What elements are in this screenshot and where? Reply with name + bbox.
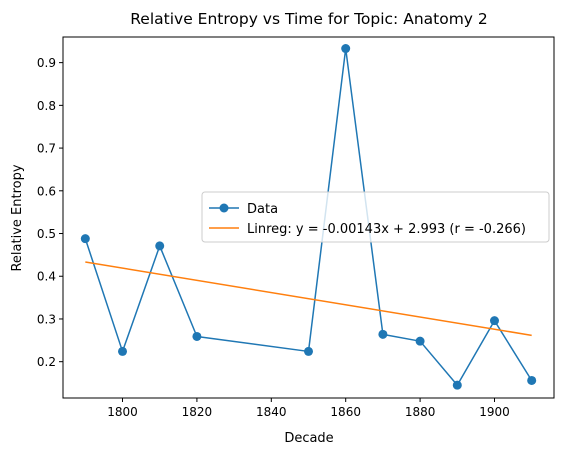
y-axis-label: Relative Entropy: [10, 164, 25, 271]
data-point: [527, 375, 537, 385]
y-tick-label: 0.2: [37, 355, 56, 369]
x-axis-label: Decade: [284, 431, 333, 446]
y-tick-label: 0.3: [37, 312, 56, 326]
x-tick-label: 1880: [405, 405, 436, 419]
y-tick-label: 0.4: [37, 270, 56, 284]
legend-box: [201, 191, 550, 243]
x-tick-label: 1900: [479, 405, 510, 419]
data-point: [80, 234, 90, 244]
legend-data-label: Data: [247, 202, 278, 217]
legend: Data Linreg: y = -0.00143x + 2.993 (r = …: [201, 191, 550, 243]
legend-linreg-label: Linreg: y = -0.00143x + 2.993 (r = -0.26…: [247, 222, 526, 237]
data-point: [452, 380, 462, 390]
y-axis-ticks: 0.2 0.3 0.4 0.5 0.6 0.7 0.8 0.9: [37, 56, 63, 369]
x-tick-label: 1800: [107, 405, 138, 419]
y-tick-label: 0.5: [37, 227, 56, 241]
y-tick-label: 0.7: [37, 142, 56, 156]
x-axis-ticks: 1800 1820 1840 1860 1880 1900: [107, 398, 510, 419]
legend-data-marker: [219, 203, 229, 213]
data-point: [341, 44, 351, 54]
chart-title: Relative Entropy vs Time for Topic: Anat…: [130, 10, 488, 28]
x-tick-label: 1860: [330, 405, 361, 419]
data-point: [118, 346, 128, 356]
y-tick-label: 0.8: [37, 99, 56, 113]
plot-frame: [62, 36, 555, 399]
data-point: [192, 331, 202, 341]
linreg-line: [85, 261, 532, 337]
y-tick-label: 0.6: [37, 184, 56, 198]
data-point: [415, 336, 425, 346]
x-tick-label: 1840: [256, 405, 287, 419]
data-point: [304, 346, 313, 356]
data-point: [378, 329, 388, 339]
y-tick-label: 0.9: [37, 56, 56, 70]
x-tick-label: 1820: [182, 405, 213, 419]
data-point: [489, 316, 499, 326]
data-point: [155, 241, 165, 251]
series-layer: [80, 44, 537, 390]
